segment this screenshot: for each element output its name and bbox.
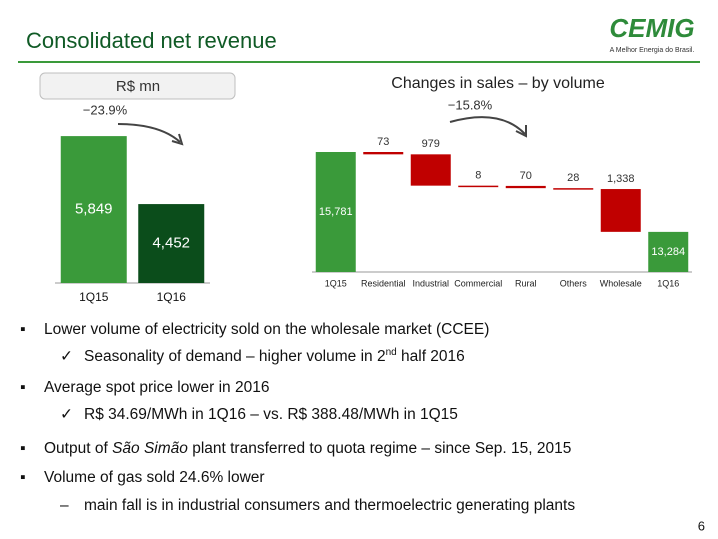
sub-bullet: ✓ Seasonality of demand – higher volume i… [60,346,465,365]
slide-title: Consolidated net revenue [26,28,277,53]
sub-bullet: ✓ R$ 34.69/MWh in 1Q16 – vs. R$ 388.48/MW… [60,406,458,423]
bar [363,152,404,155]
value-label: 979 [422,138,440,150]
arrow [449,116,526,135]
value-label: 5,849 [75,201,113,218]
bullet-text: plant transferred to quota regime – sinc… [187,440,572,457]
bar [138,204,205,283]
bullet: ▪ Average spot price lower in 2016 [20,379,270,396]
value-label: 28 [567,172,579,184]
x-tick-label: 1Q15 [325,278,347,288]
x-tick-label: 1Q16 [157,290,187,304]
x-tick-label: 1Q16 [657,278,679,288]
sub-bullet: – main fall is in industrial consumers an… [60,497,576,514]
annotation: −15.8% [448,97,493,112]
bullet: ▪ Volume of gas sold 24.6% lower [20,469,265,486]
arrow-head [171,133,184,146]
x-tick-label: Others [560,278,588,288]
logo: CEMIG [609,13,694,43]
bullet-text: Lower volume of electricity sold on the … [44,321,490,338]
annotation: −23.9% [83,102,128,117]
bullet-text: Volume of gas sold 24.6% lower [44,469,265,486]
italic-text: São Simão [112,440,188,457]
bullet-text: Output of [44,440,113,457]
bar [505,185,546,189]
unit-label: R$ mn [116,78,160,95]
bar [648,231,689,272]
bar [410,154,451,186]
x-tick-label: 1Q15 [79,290,109,304]
bullet-text: R$ 34.69/MWh in 1Q16 – vs. R$ 388.48/MWh… [84,406,458,423]
value-label: 13,284 [651,246,685,258]
bar [315,152,356,272]
bullet-text: main fall is in industrial consumers and… [84,497,576,514]
logo-tagline: A Melhor Energia do Brasil. [610,47,695,54]
bar [458,185,499,188]
bullet-text: half 2016 [396,348,465,365]
bullet: ▪ Lower volume of electricity sold on the… [20,321,490,338]
x-tick-label: Commercial [454,278,502,288]
page-number: 6 [698,518,705,533]
bar [553,188,594,190]
value-label: 15,781 [319,206,353,218]
bullet-text: Seasonality of demand – higher volume in… [84,348,386,365]
bar [60,136,127,283]
value-label: 73 [377,136,389,148]
x-tick-label: Rural [515,278,537,288]
x-tick-label: Residential [361,278,406,288]
chart-title: Changes in sales – by volume [391,75,605,92]
bar [600,189,641,232]
x-tick-label: Wholesale [600,278,642,288]
arrow [117,123,181,143]
bullet: ▪ Output of São Simão plant transferred t… [20,440,572,457]
bullet-text: Average spot price lower in 2016 [44,379,270,396]
value-label: 70 [520,170,532,182]
arrow-head [515,125,527,138]
unit-box [39,72,236,100]
value-label: 4,452 [152,235,190,252]
superscript: nd [385,346,397,358]
value-label: 1,338 [607,173,635,185]
x-tick-label: Industrial [412,278,449,288]
value-label: 8 [475,170,481,182]
